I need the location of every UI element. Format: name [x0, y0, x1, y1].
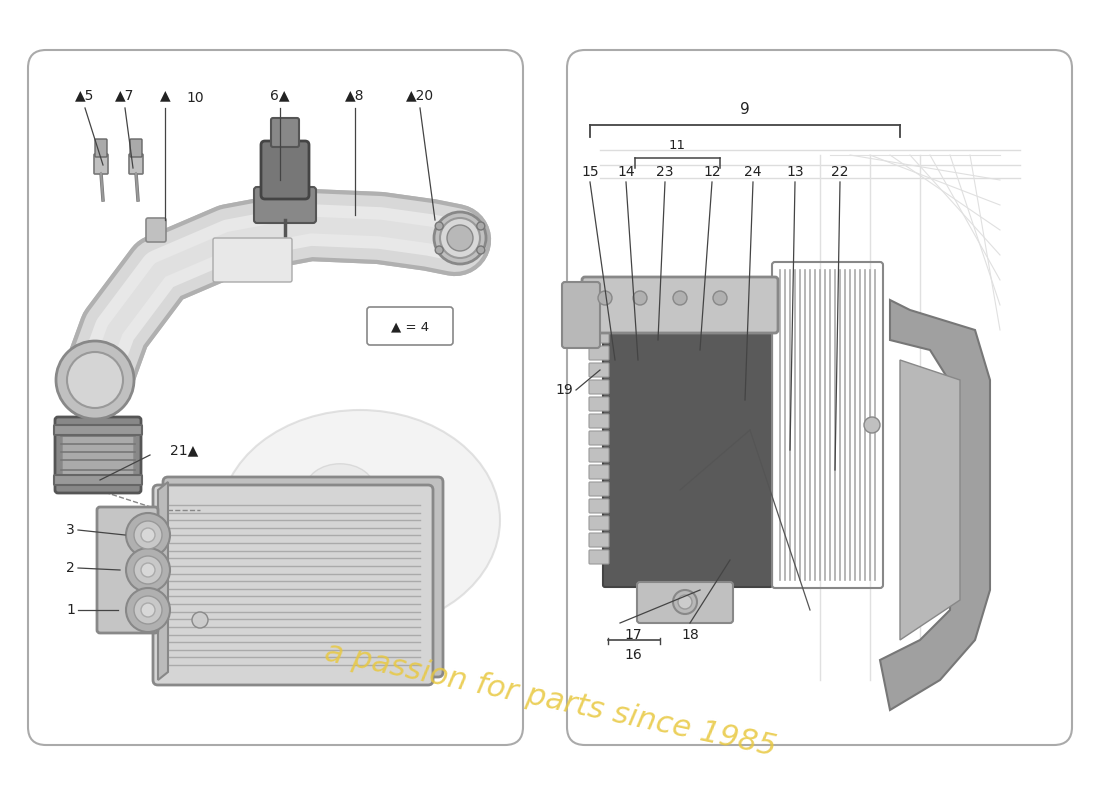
Circle shape	[126, 548, 170, 592]
FancyBboxPatch shape	[129, 154, 143, 174]
FancyBboxPatch shape	[588, 533, 609, 547]
FancyBboxPatch shape	[213, 238, 292, 282]
Circle shape	[632, 291, 647, 305]
FancyBboxPatch shape	[588, 550, 609, 564]
Ellipse shape	[300, 515, 340, 545]
Ellipse shape	[434, 212, 486, 264]
Text: 15: 15	[581, 165, 598, 179]
Text: 14: 14	[617, 165, 635, 179]
Polygon shape	[880, 300, 990, 710]
FancyBboxPatch shape	[588, 482, 609, 496]
Text: 13: 13	[786, 165, 804, 179]
Text: ▲ = 4: ▲ = 4	[390, 321, 429, 334]
Ellipse shape	[220, 410, 500, 630]
Text: 19: 19	[556, 383, 573, 397]
FancyBboxPatch shape	[367, 307, 453, 345]
Circle shape	[134, 596, 162, 624]
FancyBboxPatch shape	[97, 507, 158, 633]
Circle shape	[436, 246, 443, 254]
Text: 23: 23	[657, 165, 673, 179]
Ellipse shape	[447, 225, 473, 251]
Text: ▲: ▲	[160, 88, 170, 102]
FancyBboxPatch shape	[562, 282, 600, 348]
Ellipse shape	[305, 464, 375, 516]
FancyBboxPatch shape	[588, 448, 609, 462]
FancyBboxPatch shape	[130, 139, 142, 157]
Text: 2: 2	[66, 561, 75, 575]
Circle shape	[713, 291, 727, 305]
Text: 1: 1	[66, 603, 75, 617]
Circle shape	[673, 590, 697, 614]
Text: 16: 16	[624, 648, 642, 662]
Text: 22: 22	[832, 165, 849, 179]
Circle shape	[673, 291, 688, 305]
Text: 6▲: 6▲	[271, 88, 289, 102]
Circle shape	[192, 612, 208, 628]
FancyBboxPatch shape	[588, 414, 609, 428]
FancyBboxPatch shape	[603, 323, 772, 587]
FancyBboxPatch shape	[588, 329, 609, 343]
FancyBboxPatch shape	[54, 475, 142, 485]
Ellipse shape	[375, 491, 425, 529]
Ellipse shape	[67, 352, 123, 408]
FancyBboxPatch shape	[588, 363, 609, 377]
Circle shape	[126, 513, 170, 557]
FancyBboxPatch shape	[588, 380, 609, 394]
Ellipse shape	[440, 218, 480, 258]
FancyBboxPatch shape	[62, 426, 134, 484]
Ellipse shape	[56, 341, 134, 419]
FancyBboxPatch shape	[588, 397, 609, 411]
Text: 3: 3	[66, 523, 75, 537]
FancyBboxPatch shape	[588, 431, 609, 445]
Text: 9: 9	[740, 102, 750, 117]
FancyBboxPatch shape	[55, 417, 141, 493]
Text: 11: 11	[669, 139, 685, 152]
FancyBboxPatch shape	[153, 485, 433, 685]
Text: 12: 12	[703, 165, 720, 179]
Circle shape	[141, 603, 155, 617]
Circle shape	[864, 417, 880, 433]
FancyBboxPatch shape	[588, 465, 609, 479]
FancyBboxPatch shape	[95, 139, 107, 157]
Text: 17: 17	[624, 628, 641, 642]
Text: ▲5: ▲5	[75, 88, 95, 102]
FancyBboxPatch shape	[566, 50, 1072, 745]
FancyBboxPatch shape	[588, 499, 609, 513]
Text: 10: 10	[186, 91, 204, 105]
FancyBboxPatch shape	[261, 141, 309, 199]
Circle shape	[141, 528, 155, 542]
FancyBboxPatch shape	[254, 187, 316, 223]
FancyBboxPatch shape	[163, 477, 443, 677]
FancyBboxPatch shape	[637, 582, 733, 623]
FancyBboxPatch shape	[54, 425, 142, 435]
Circle shape	[598, 291, 612, 305]
FancyBboxPatch shape	[588, 346, 609, 360]
Circle shape	[141, 563, 155, 577]
Text: 18: 18	[681, 628, 698, 642]
FancyBboxPatch shape	[94, 154, 108, 174]
Circle shape	[436, 222, 443, 230]
Text: ▲8: ▲8	[345, 88, 365, 102]
Circle shape	[134, 556, 162, 584]
Circle shape	[678, 595, 692, 609]
Polygon shape	[900, 360, 960, 640]
FancyBboxPatch shape	[146, 218, 166, 242]
FancyBboxPatch shape	[271, 118, 299, 147]
FancyBboxPatch shape	[582, 277, 778, 333]
Circle shape	[476, 222, 485, 230]
FancyBboxPatch shape	[28, 50, 522, 745]
Circle shape	[126, 588, 170, 632]
Circle shape	[476, 246, 485, 254]
Text: a passion for parts since 1985: a passion for parts since 1985	[321, 638, 779, 762]
FancyBboxPatch shape	[588, 516, 609, 530]
Text: 21▲: 21▲	[170, 443, 198, 457]
Text: ▲20: ▲20	[406, 88, 434, 102]
Text: ▲7: ▲7	[116, 88, 134, 102]
Circle shape	[134, 521, 162, 549]
Polygon shape	[158, 482, 168, 680]
Text: 24: 24	[745, 165, 761, 179]
